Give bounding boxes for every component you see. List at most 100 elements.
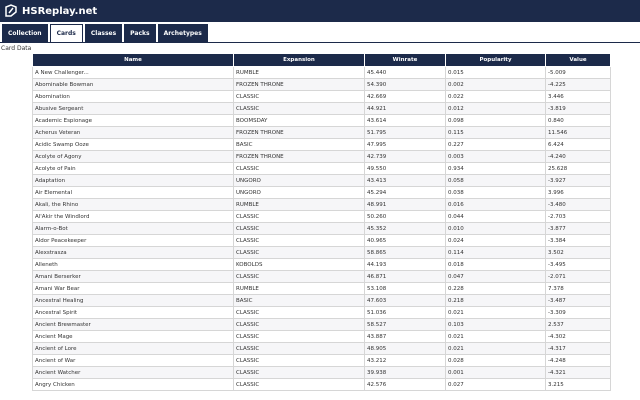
table-cell: CLASSIC: [233, 102, 365, 115]
table-cell: Acolyte of Pain: [32, 162, 234, 175]
column-header[interactable]: Name: [32, 53, 234, 67]
table-cell: Al'Akir the Windlord: [32, 210, 234, 223]
table-cell: 58.527: [364, 318, 446, 331]
table-cell: Akali, the Rhino: [32, 198, 234, 211]
table-cell: -3.495: [545, 258, 611, 271]
table-row: Air Elemental UNGORO 45.294 0.038 3.996: [32, 186, 611, 199]
site-title[interactable]: HSReplay.net: [22, 5, 98, 17]
table-cell: 50.260: [364, 210, 446, 223]
table-cell: RUMBLE: [233, 282, 365, 295]
table-cell: CLASSIC: [233, 366, 365, 379]
table-cell: CLASSIC: [233, 246, 365, 259]
table-row: Angry Chicken CLASSIC 42.576 0.027 3.215: [32, 378, 611, 391]
table-row: Akali, the Rhino RUMBLE 48.991 0.016 -3.480: [32, 198, 611, 211]
table-cell: -3.309: [545, 306, 611, 319]
column-header[interactable]: Expansion: [233, 53, 365, 67]
table-cell: Ancient of Lore: [32, 342, 234, 355]
table-cell: -4.321: [545, 366, 611, 379]
table-cell: CLASSIC: [233, 222, 365, 235]
table-cell: 44.193: [364, 258, 446, 271]
table-cell: Alleneth: [32, 258, 234, 271]
tab[interactable]: Archetypes: [157, 24, 208, 42]
table-cell: Abusive Sergeant: [32, 102, 234, 115]
table-cell: Acolyte of Agony: [32, 150, 234, 163]
tab[interactable]: Packs: [124, 24, 156, 42]
table-cell: CLASSIC: [233, 234, 365, 247]
table-row: Ancestral Healing BASIC 47.603 0.218 -3.487: [32, 294, 611, 307]
table-row: Acidic Swamp Ooze BASIC 47.995 0.227 6.424: [32, 138, 611, 151]
table-cell: 0.021: [445, 306, 546, 319]
table-cell: Alexstrasza: [32, 246, 234, 259]
column-header[interactable]: Popularity: [445, 53, 546, 67]
table-cell: FROZEN THRONE: [233, 78, 365, 91]
table-cell: 11.546: [545, 126, 611, 139]
table-cell: 7.378: [545, 282, 611, 295]
table-row: Ancient Brewmaster CLASSIC 58.527 0.103 2.53…: [32, 318, 611, 331]
table-cell: 0.227: [445, 138, 546, 151]
logo[interactable]: [4, 4, 18, 18]
table-cell: CLASSIC: [233, 342, 365, 355]
table-cell: 0.218: [445, 294, 546, 307]
table-cell: CLASSIC: [233, 90, 365, 103]
table-cell: 0.115: [445, 126, 546, 139]
column-header[interactable]: Winrate: [364, 53, 446, 67]
table-cell: 3.446: [545, 90, 611, 103]
table-cell: 51.795: [364, 126, 446, 139]
table-cell: -3.487: [545, 294, 611, 307]
table-row: Al'Akir the Windlord CLASSIC 50.260 0.044 -2…: [32, 210, 611, 223]
table-row: Alexstrasza CLASSIC 58.865 0.114 3.502: [32, 246, 611, 259]
table-cell: CLASSIC: [233, 354, 365, 367]
table-cell: 54.390: [364, 78, 446, 91]
section-title: Card Data: [1, 45, 32, 52]
table-cell: 44.921: [364, 102, 446, 115]
table-cell: 0.021: [445, 330, 546, 343]
table-row: Ancestral Spirit CLASSIC 51.036 0.021 -3.309: [32, 306, 611, 319]
table-row: Acolyte of Agony FROZEN THRONE 42.739 0.003…: [32, 150, 611, 163]
table-cell: -4.248: [545, 354, 611, 367]
top-bar: HSReplay.net: [0, 0, 640, 22]
table-row: Amani War Bear RUMBLE 53.108 0.228 7.378: [32, 282, 611, 295]
table-cell: -3.384: [545, 234, 611, 247]
table-cell: CLASSIC: [233, 318, 365, 331]
table-cell: 0.010: [445, 222, 546, 235]
table-cell: 53.108: [364, 282, 446, 295]
table-cell: Amani War Bear: [32, 282, 234, 295]
table-cell: 0.027: [445, 378, 546, 391]
table-cell: CLASSIC: [233, 162, 365, 175]
table-cell: -5.009: [545, 66, 611, 79]
table-cell: CLASSIC: [233, 306, 365, 319]
table-cell: -3.480: [545, 198, 611, 211]
table-cell: CLASSIC: [233, 330, 365, 343]
table-cell: 25.628: [545, 162, 611, 175]
table-row: Academic Espionage BOOMSDAY 43.614 0.098 0.8…: [32, 114, 611, 127]
table-cell: -3.819: [545, 102, 611, 115]
table-cell: 0.038: [445, 186, 546, 199]
table-cell: 43.614: [364, 114, 446, 127]
table-cell: BASIC: [233, 294, 365, 307]
table-row: Abominable Bowman FROZEN THRONE 54.390 0.00…: [32, 78, 611, 91]
tab[interactable]: Classes: [84, 24, 123, 42]
column-header[interactable]: Value: [545, 53, 611, 67]
table-cell: Air Elemental: [32, 186, 234, 199]
table-cell: -2.703: [545, 210, 611, 223]
tab[interactable]: Cards: [49, 24, 83, 42]
table-row: A New Challenger... RUMBLE 45.440 0.015 -5.0…: [32, 66, 611, 79]
table-cell: -3.877: [545, 222, 611, 235]
table-row: Aldor Peacekeeper CLASSIC 40.965 0.024 -3.38…: [32, 234, 611, 247]
table-header: Name Expansion Winrate Popularity Value: [32, 53, 611, 67]
table-cell: -2.071: [545, 270, 611, 283]
tab[interactable]: Collection: [2, 24, 48, 42]
table-row: Alleneth KOBOLDS 44.193 0.018 -3.495: [32, 258, 611, 271]
table-cell: 0.098: [445, 114, 546, 127]
table-row: Abusive Sergeant CLASSIC 44.921 0.012 -3.819: [32, 102, 611, 115]
table-cell: 0.028: [445, 354, 546, 367]
table-cell: 0.021: [445, 342, 546, 355]
table-cell: FROZEN THRONE: [233, 150, 365, 163]
table-row: Adaptation UNGORO 43.413 0.058 -3.927: [32, 174, 611, 187]
table-cell: 43.212: [364, 354, 446, 367]
table-row: Ancient of War CLASSIC 43.212 0.028 -4.248: [32, 354, 611, 367]
table-cell: Alarm-o-Bot: [32, 222, 234, 235]
table-cell: 3.502: [545, 246, 611, 259]
table-cell: KOBOLDS: [233, 258, 365, 271]
